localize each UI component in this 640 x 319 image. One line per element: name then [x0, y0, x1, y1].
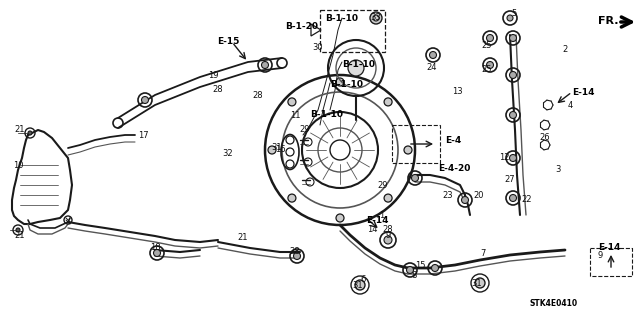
- Text: E-4-20: E-4-20: [438, 164, 470, 173]
- Text: B-1-10: B-1-10: [310, 110, 343, 119]
- Text: 26: 26: [540, 133, 550, 143]
- Circle shape: [348, 60, 364, 76]
- Text: 3: 3: [556, 166, 561, 174]
- Circle shape: [431, 264, 438, 271]
- Text: 17: 17: [138, 130, 148, 139]
- Circle shape: [509, 71, 516, 78]
- Circle shape: [406, 266, 413, 273]
- Text: 29: 29: [300, 125, 310, 135]
- Circle shape: [154, 249, 161, 256]
- Text: E-4: E-4: [445, 136, 461, 145]
- Text: 15: 15: [415, 261, 425, 270]
- Circle shape: [336, 214, 344, 222]
- Text: 18: 18: [150, 243, 160, 253]
- Circle shape: [509, 34, 516, 41]
- Text: 11: 11: [290, 110, 300, 120]
- Text: 22: 22: [522, 196, 532, 204]
- Circle shape: [384, 194, 392, 202]
- Text: 31: 31: [272, 144, 282, 152]
- Text: 7: 7: [480, 249, 486, 257]
- Text: 28: 28: [383, 226, 394, 234]
- Text: 6: 6: [360, 276, 365, 285]
- Text: 10: 10: [13, 160, 23, 169]
- Text: 21: 21: [15, 231, 25, 240]
- Text: 25: 25: [482, 65, 492, 75]
- Circle shape: [288, 98, 296, 106]
- Text: 25: 25: [482, 41, 492, 49]
- Text: 12: 12: [499, 153, 509, 162]
- Circle shape: [268, 146, 276, 154]
- Circle shape: [507, 15, 513, 21]
- Circle shape: [141, 97, 148, 103]
- Text: 28: 28: [253, 91, 263, 100]
- Text: 23: 23: [443, 190, 453, 199]
- Text: 8: 8: [412, 271, 417, 279]
- Circle shape: [294, 253, 301, 259]
- Text: 21: 21: [15, 125, 25, 135]
- Circle shape: [16, 228, 20, 232]
- Circle shape: [384, 236, 392, 244]
- Text: 16: 16: [275, 145, 285, 154]
- Text: 28: 28: [212, 85, 223, 94]
- Circle shape: [486, 34, 493, 41]
- Circle shape: [288, 194, 296, 202]
- Text: B-1-10: B-1-10: [326, 14, 358, 23]
- Circle shape: [384, 98, 392, 106]
- Text: 32: 32: [223, 149, 234, 158]
- Text: 13: 13: [452, 87, 462, 97]
- Circle shape: [336, 78, 344, 86]
- Circle shape: [429, 51, 436, 58]
- Text: E-14: E-14: [366, 216, 388, 225]
- Circle shape: [486, 62, 493, 69]
- Circle shape: [509, 195, 516, 202]
- Text: E-14: E-14: [598, 243, 621, 252]
- Text: B-1-20: B-1-20: [285, 22, 318, 31]
- Text: 21: 21: [237, 234, 248, 242]
- Text: 28: 28: [290, 248, 300, 256]
- Text: 31: 31: [472, 278, 483, 287]
- Bar: [392, 125, 440, 163]
- Text: 4: 4: [568, 100, 573, 109]
- Text: 24: 24: [427, 63, 437, 71]
- Text: 14: 14: [367, 226, 377, 234]
- Text: E-15: E-15: [217, 37, 239, 46]
- Text: 29: 29: [378, 181, 388, 189]
- Circle shape: [28, 131, 32, 135]
- Text: 31: 31: [353, 280, 364, 290]
- Circle shape: [509, 112, 516, 118]
- Text: 33: 33: [371, 13, 381, 23]
- Text: 19: 19: [208, 70, 218, 79]
- Circle shape: [262, 62, 269, 69]
- Circle shape: [370, 12, 382, 24]
- Circle shape: [404, 146, 412, 154]
- Text: B-1-10: B-1-10: [342, 60, 375, 69]
- Text: STK4E0410: STK4E0410: [530, 299, 578, 308]
- Bar: [590, 248, 632, 276]
- Text: 5: 5: [511, 10, 516, 19]
- Text: 9: 9: [597, 250, 603, 259]
- Circle shape: [509, 154, 516, 161]
- Text: E-14: E-14: [572, 88, 595, 97]
- Text: 1: 1: [380, 211, 385, 219]
- Text: B-1-10: B-1-10: [330, 80, 363, 89]
- Text: 2: 2: [563, 46, 568, 55]
- Bar: [320, 10, 385, 52]
- Circle shape: [475, 278, 485, 288]
- Circle shape: [355, 280, 365, 290]
- Text: 30: 30: [313, 42, 323, 51]
- Text: 20: 20: [474, 190, 484, 199]
- Text: 9: 9: [385, 232, 390, 241]
- Circle shape: [461, 197, 468, 204]
- Text: FR.: FR.: [598, 16, 618, 26]
- Circle shape: [412, 174, 419, 182]
- Text: 27: 27: [505, 175, 515, 184]
